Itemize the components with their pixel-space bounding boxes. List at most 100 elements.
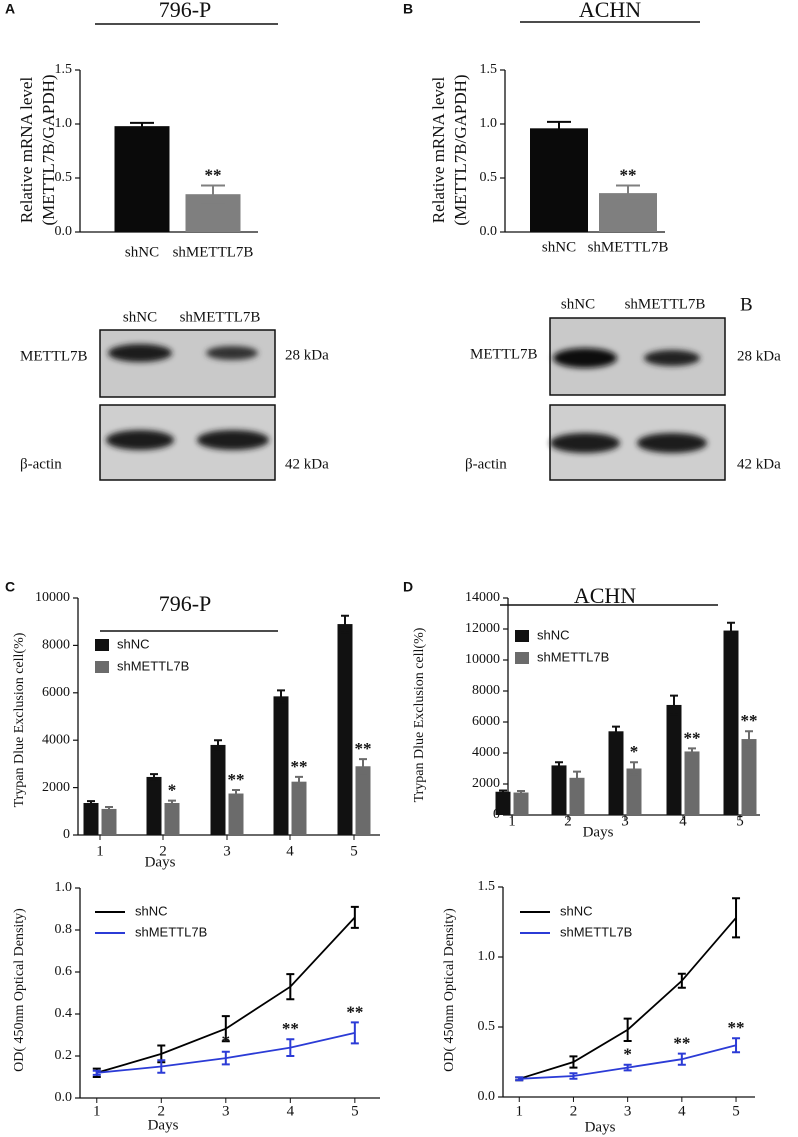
x-tick-label: shNC xyxy=(542,239,576,255)
x-axis-label: Days xyxy=(583,824,614,840)
bar xyxy=(513,792,529,815)
bar xyxy=(355,766,371,835)
error-bar xyxy=(745,730,753,748)
error-bar xyxy=(87,800,95,806)
y-axis-label: Trypan Dlue Exclusion cell(%) xyxy=(412,627,427,802)
error-bar xyxy=(221,1015,230,1043)
error-bar xyxy=(677,1052,686,1066)
x-axis-label: Days xyxy=(585,1119,616,1135)
y-tick-label: 8000 xyxy=(472,683,500,698)
y-axis-label: Relative mRNA level xyxy=(17,77,36,224)
y-tick-label: 0.5 xyxy=(480,170,498,185)
bar xyxy=(114,126,170,232)
error-bar xyxy=(623,1063,632,1072)
x-tick-label: 2 xyxy=(159,843,167,859)
x-tick-label: 5 xyxy=(351,1103,359,1119)
significance-mark: * xyxy=(168,781,177,800)
bar xyxy=(569,777,585,815)
x-tick-label: 1 xyxy=(96,843,104,859)
size-label: 42 kDa xyxy=(737,456,781,472)
y-axis-label: (METTL7B/GAPDH) xyxy=(39,74,58,225)
y-tick-label: 6000 xyxy=(42,685,70,700)
legend-label: shMETTL7B xyxy=(117,658,189,673)
y-tick-label: 10000 xyxy=(465,652,500,667)
x-tick-label: 3 xyxy=(624,1103,632,1119)
chart: A 796-P Relative mRNA level (METTL7B/GAPDH)… xyxy=(5,0,278,260)
y-tick-label: 6000 xyxy=(472,714,500,729)
y-tick-label: 1.0 xyxy=(55,116,73,131)
error-bar xyxy=(341,614,349,634)
legend-swatch xyxy=(515,630,529,642)
y-tick-label: 8000 xyxy=(42,638,70,653)
error-bar xyxy=(221,1050,230,1066)
x-tick-label: 3 xyxy=(621,813,629,829)
legend-swatch xyxy=(515,652,529,664)
y-tick-label: 4000 xyxy=(472,745,500,760)
error-bar xyxy=(286,973,295,1001)
blot-frame xyxy=(99,329,276,398)
x-axis-label: Days xyxy=(145,854,176,870)
lane-label: shMETTL7B xyxy=(625,296,706,312)
error-bar xyxy=(569,1072,578,1080)
y-tick-label: 1.0 xyxy=(480,116,498,131)
y-axis-label: (METTL7B/GAPDH) xyxy=(451,74,470,225)
chart-title: ACHN xyxy=(574,583,636,608)
bar xyxy=(626,768,642,815)
y-tick-label: 0.6 xyxy=(55,964,73,979)
x-tick-label: 4 xyxy=(678,1103,686,1119)
x-tick-label: 2 xyxy=(570,1103,578,1119)
bar xyxy=(210,744,226,835)
panel-letter: D xyxy=(403,579,413,595)
legend-label: shNC xyxy=(537,627,570,642)
error-bar xyxy=(555,761,563,770)
error-bar xyxy=(168,799,176,807)
error-bar xyxy=(732,897,741,939)
panel-letter: B xyxy=(403,1,413,17)
significance-mark: ** xyxy=(684,728,701,747)
significance-mark: ** xyxy=(620,165,637,184)
y-tick-label: 10000 xyxy=(35,590,70,605)
band xyxy=(106,430,174,450)
bar xyxy=(337,624,353,835)
bar xyxy=(608,731,624,815)
bar xyxy=(146,776,162,835)
chart: B ACHN Relative mRNA level (METTL7B/GAPDH) 0… xyxy=(403,0,700,255)
bar xyxy=(723,630,739,815)
error-bar xyxy=(150,773,158,781)
protein-label: METTL7B xyxy=(20,348,88,364)
bar xyxy=(551,765,567,815)
x-tick-label: shMETTL7B xyxy=(173,244,254,260)
error-bar xyxy=(350,1021,359,1045)
y-tick-label: 0.8 xyxy=(55,922,73,937)
legend-swatch xyxy=(95,661,109,673)
y-tick-label: 1.5 xyxy=(478,879,496,894)
y-tick-label: 0.5 xyxy=(55,170,73,185)
y-tick-label: 2000 xyxy=(472,776,500,791)
error-bar xyxy=(612,725,620,737)
chart: OD( 450nm Optical Density) Days 0.0 0.2 0.4 0… xyxy=(12,880,380,1133)
error-bar xyxy=(727,621,735,640)
size-label: 28 kDa xyxy=(737,348,781,364)
x-tick-label: 3 xyxy=(222,1103,230,1119)
error-bar xyxy=(623,1017,632,1042)
lane-label: shMETTL7B xyxy=(180,309,261,325)
error-bar xyxy=(547,120,571,136)
chart-title: 796-P xyxy=(159,0,212,22)
y-axis-label: OD( 450nm Optical Density) xyxy=(12,908,27,1072)
significance-mark: * xyxy=(623,1045,632,1064)
y-tick-label: 1.0 xyxy=(55,880,73,895)
x-tick-label: 3 xyxy=(223,843,231,859)
bar xyxy=(83,803,99,835)
bar xyxy=(741,739,757,815)
band xyxy=(553,348,617,368)
significance-mark: ** xyxy=(728,1018,745,1037)
bar xyxy=(684,751,700,815)
significance-mark: ** xyxy=(282,1019,299,1038)
x-tick-label: 5 xyxy=(736,813,744,829)
y-axis-label: OD( 450nm Optical Density) xyxy=(442,908,457,1072)
error-bar xyxy=(732,1037,741,1054)
y-tick-label: 0.0 xyxy=(478,1089,496,1104)
bar xyxy=(495,791,511,815)
bar xyxy=(101,808,117,835)
